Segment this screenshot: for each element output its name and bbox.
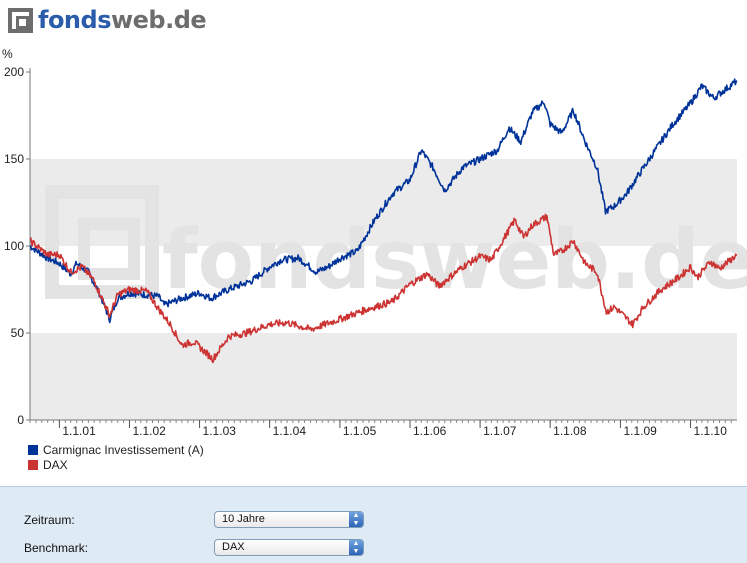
x-tick-label: 1.1.01 [62, 424, 96, 438]
x-tick-label: 1.1.10 [694, 424, 728, 438]
x-tick-label: 1.1.08 [553, 424, 587, 438]
logo-text-webde: web.de [110, 6, 207, 34]
x-tick-label: 1.1.09 [623, 424, 657, 438]
y-tick-label: 100 [4, 239, 24, 253]
x-tick-label: 1.1.05 [343, 424, 377, 438]
select-arrows-icon: ▲ ▼ [349, 512, 363, 527]
benchmark-select[interactable]: DAX ▲ ▼ [214, 539, 364, 556]
period-select[interactable]: 10 Jahre ▲ ▼ [214, 511, 364, 528]
period-select-value: 10 Jahre [222, 513, 265, 525]
legend-item-dax: DAX [28, 457, 204, 472]
select-arrows-icon: ▲ ▼ [349, 540, 363, 555]
fondsweb-logo-icon [8, 7, 33, 33]
x-tick-label: 1.1.04 [273, 424, 307, 438]
legend-label-dax: DAX [43, 457, 68, 472]
chart-band [30, 333, 737, 420]
series-line-dax [30, 213, 738, 364]
controls-panel: Zeitraum: 10 Jahre ▲ ▼ Benchmark: DAX ▲ ▼ [0, 486, 747, 563]
logo-text: fondsweb.de [38, 6, 207, 34]
watermark-logo-icon [45, 185, 159, 299]
logo-text-fonds: fonds [38, 6, 111, 34]
logo: fondsweb.de [8, 2, 207, 38]
y-tick-label: 0 [17, 413, 24, 427]
watermark-text: fondsweb.de [162, 213, 747, 308]
x-tick-label: 1.1.06 [413, 424, 447, 438]
y-tick-label: 200 [4, 65, 24, 79]
y-axis-label: % [2, 47, 13, 61]
y-tick-label: 50 [11, 326, 25, 340]
y-tick-label: 150 [4, 152, 24, 166]
legend-label-carmignac: Carmignac Investissement (A) [43, 442, 204, 457]
performance-chart: fondsweb.de % 0 50 100 150 200 1.1.01 1.1.02 1.1… [2, 47, 747, 438]
chart-band [30, 72, 737, 159]
watermark-logo-icon-inner [78, 218, 140, 280]
benchmark-label: Benchmark: [24, 540, 89, 555]
series-line-carmignac [30, 78, 738, 324]
period-label: Zeitraum: [24, 512, 75, 527]
legend-swatch-carmignac [28, 444, 38, 455]
chart-lines [30, 78, 738, 364]
chart-axes: % 0 50 100 150 200 1.1.01 1.1.02 1.1.03 1.1.04 1.1… [2, 47, 737, 438]
x-tick-label: 1.1.03 [203, 424, 237, 438]
period-row: Zeitraum: 10 Jahre ▲ ▼ [24, 511, 364, 528]
benchmark-select-value: DAX [222, 541, 245, 553]
legend-swatch-dax [28, 459, 38, 470]
x-tick-label: 1.1.02 [132, 424, 166, 438]
chart-legend: Carmignac Investissement (A) DAX [28, 442, 204, 472]
x-tick-label: 1.1.07 [483, 424, 517, 438]
benchmark-row: Benchmark: DAX ▲ ▼ [24, 539, 364, 556]
legend-item-carmignac: Carmignac Investissement (A) [28, 442, 204, 457]
